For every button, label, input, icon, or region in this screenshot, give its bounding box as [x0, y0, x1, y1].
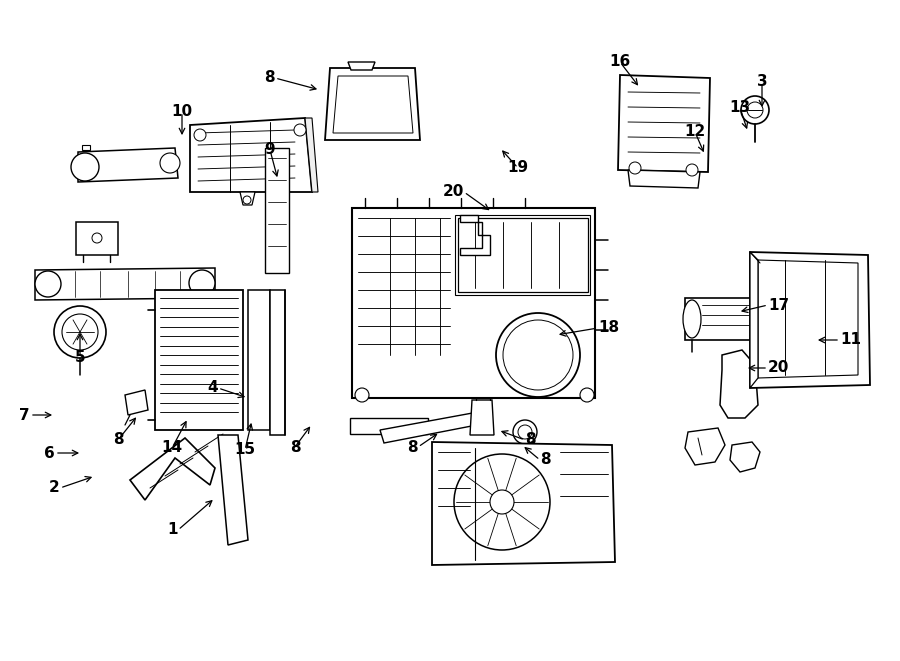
Circle shape: [503, 320, 573, 390]
Text: 19: 19: [508, 161, 528, 176]
Polygon shape: [730, 442, 760, 472]
Circle shape: [35, 271, 61, 297]
Circle shape: [243, 196, 251, 204]
Polygon shape: [685, 428, 725, 465]
Polygon shape: [218, 435, 248, 545]
Text: 11: 11: [840, 332, 861, 348]
Polygon shape: [470, 400, 494, 435]
Polygon shape: [125, 390, 148, 415]
Polygon shape: [190, 118, 312, 192]
Circle shape: [355, 388, 369, 402]
Text: 2: 2: [50, 481, 60, 496]
Polygon shape: [618, 75, 710, 172]
Circle shape: [629, 162, 641, 174]
Bar: [155, 290, 243, 430]
Polygon shape: [78, 148, 178, 182]
Text: 20: 20: [443, 184, 464, 200]
Polygon shape: [35, 268, 215, 300]
Text: 15: 15: [234, 442, 256, 457]
Text: 12: 12: [684, 124, 706, 139]
Polygon shape: [348, 62, 375, 70]
Text: 3: 3: [757, 75, 768, 89]
Text: 9: 9: [265, 143, 275, 157]
Polygon shape: [685, 298, 760, 340]
Polygon shape: [758, 260, 858, 378]
Circle shape: [189, 270, 215, 296]
Text: 18: 18: [598, 321, 619, 336]
Circle shape: [741, 96, 769, 124]
Circle shape: [160, 153, 180, 173]
Circle shape: [518, 425, 532, 439]
Polygon shape: [458, 218, 588, 292]
Circle shape: [513, 420, 537, 444]
Text: 8: 8: [408, 440, 418, 455]
Text: 8: 8: [290, 440, 301, 455]
Ellipse shape: [683, 300, 701, 338]
Polygon shape: [130, 438, 215, 500]
Text: 8: 8: [265, 71, 275, 85]
Circle shape: [490, 490, 514, 514]
Polygon shape: [76, 222, 118, 255]
Text: 8: 8: [540, 453, 551, 467]
Polygon shape: [750, 252, 758, 388]
Polygon shape: [720, 350, 758, 418]
Text: 7: 7: [20, 407, 30, 422]
Circle shape: [454, 454, 550, 550]
Circle shape: [496, 313, 580, 397]
Polygon shape: [352, 208, 595, 398]
Circle shape: [54, 306, 106, 358]
Circle shape: [580, 388, 594, 402]
Polygon shape: [270, 290, 285, 435]
Polygon shape: [432, 442, 615, 565]
Polygon shape: [750, 252, 870, 388]
Bar: [350, 418, 428, 434]
Text: 16: 16: [609, 54, 631, 69]
Text: 5: 5: [75, 350, 86, 366]
Text: 4: 4: [207, 381, 218, 395]
Text: 14: 14: [161, 440, 183, 455]
Bar: [248, 290, 270, 430]
Circle shape: [194, 129, 206, 141]
Text: 1: 1: [167, 522, 178, 537]
Circle shape: [71, 153, 99, 181]
Polygon shape: [460, 215, 490, 255]
Text: 10: 10: [171, 104, 193, 120]
Polygon shape: [325, 68, 420, 140]
Polygon shape: [455, 215, 590, 295]
Text: 8: 8: [525, 432, 535, 447]
Circle shape: [294, 124, 306, 136]
Circle shape: [686, 164, 698, 176]
Polygon shape: [305, 118, 318, 192]
Polygon shape: [333, 76, 413, 133]
Text: 17: 17: [768, 297, 789, 313]
Polygon shape: [380, 412, 482, 443]
Text: 13: 13: [729, 100, 751, 116]
Circle shape: [62, 314, 98, 350]
Text: 6: 6: [44, 446, 55, 461]
Circle shape: [92, 233, 102, 243]
Circle shape: [747, 102, 763, 118]
Bar: [265, 148, 289, 273]
Text: 20: 20: [768, 360, 789, 375]
Polygon shape: [628, 170, 700, 188]
Text: 8: 8: [112, 432, 123, 447]
Polygon shape: [82, 145, 90, 150]
Polygon shape: [240, 192, 255, 205]
